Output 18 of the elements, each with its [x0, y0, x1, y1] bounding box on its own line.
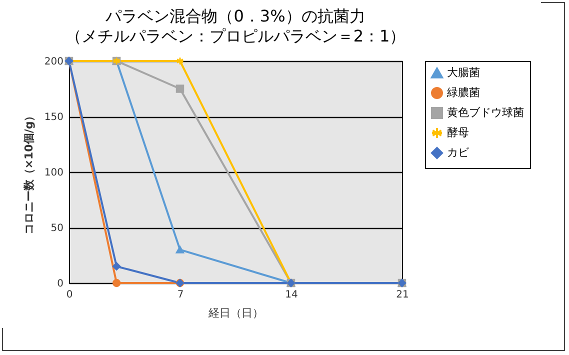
chart-title: パラベン混合物（0．3%）の抗菌力 [104, 6, 366, 26]
legend-label: 黄色ブドウ球菌 [447, 106, 524, 119]
x-tick-label: 14 [285, 290, 298, 300]
legend-label: 緑膿菌 [446, 86, 480, 99]
y-tick-label: 100 [44, 168, 64, 178]
y-tick-label: 200 [44, 56, 64, 68]
legend-label: 大腸菌 [447, 66, 480, 79]
x-tick-label: 7 [177, 290, 184, 300]
x-tick-label: 0 [66, 290, 73, 300]
legend-label: 酵母 [447, 126, 469, 139]
chart-subtitle: （メチルパラベン：プロピルパラベン＝2：1） [65, 26, 406, 46]
y-tick-label: 0 [57, 278, 64, 290]
x-axis-title: 経日（日） [208, 306, 264, 320]
legend-label: カビ [447, 146, 470, 159]
y-axis-title: コロニー数（×10個/g） [22, 110, 36, 235]
x-tick-label: 21 [396, 290, 409, 300]
y-tick-label: 150 [44, 112, 64, 123]
y-tick-label: 50 [50, 223, 64, 234]
